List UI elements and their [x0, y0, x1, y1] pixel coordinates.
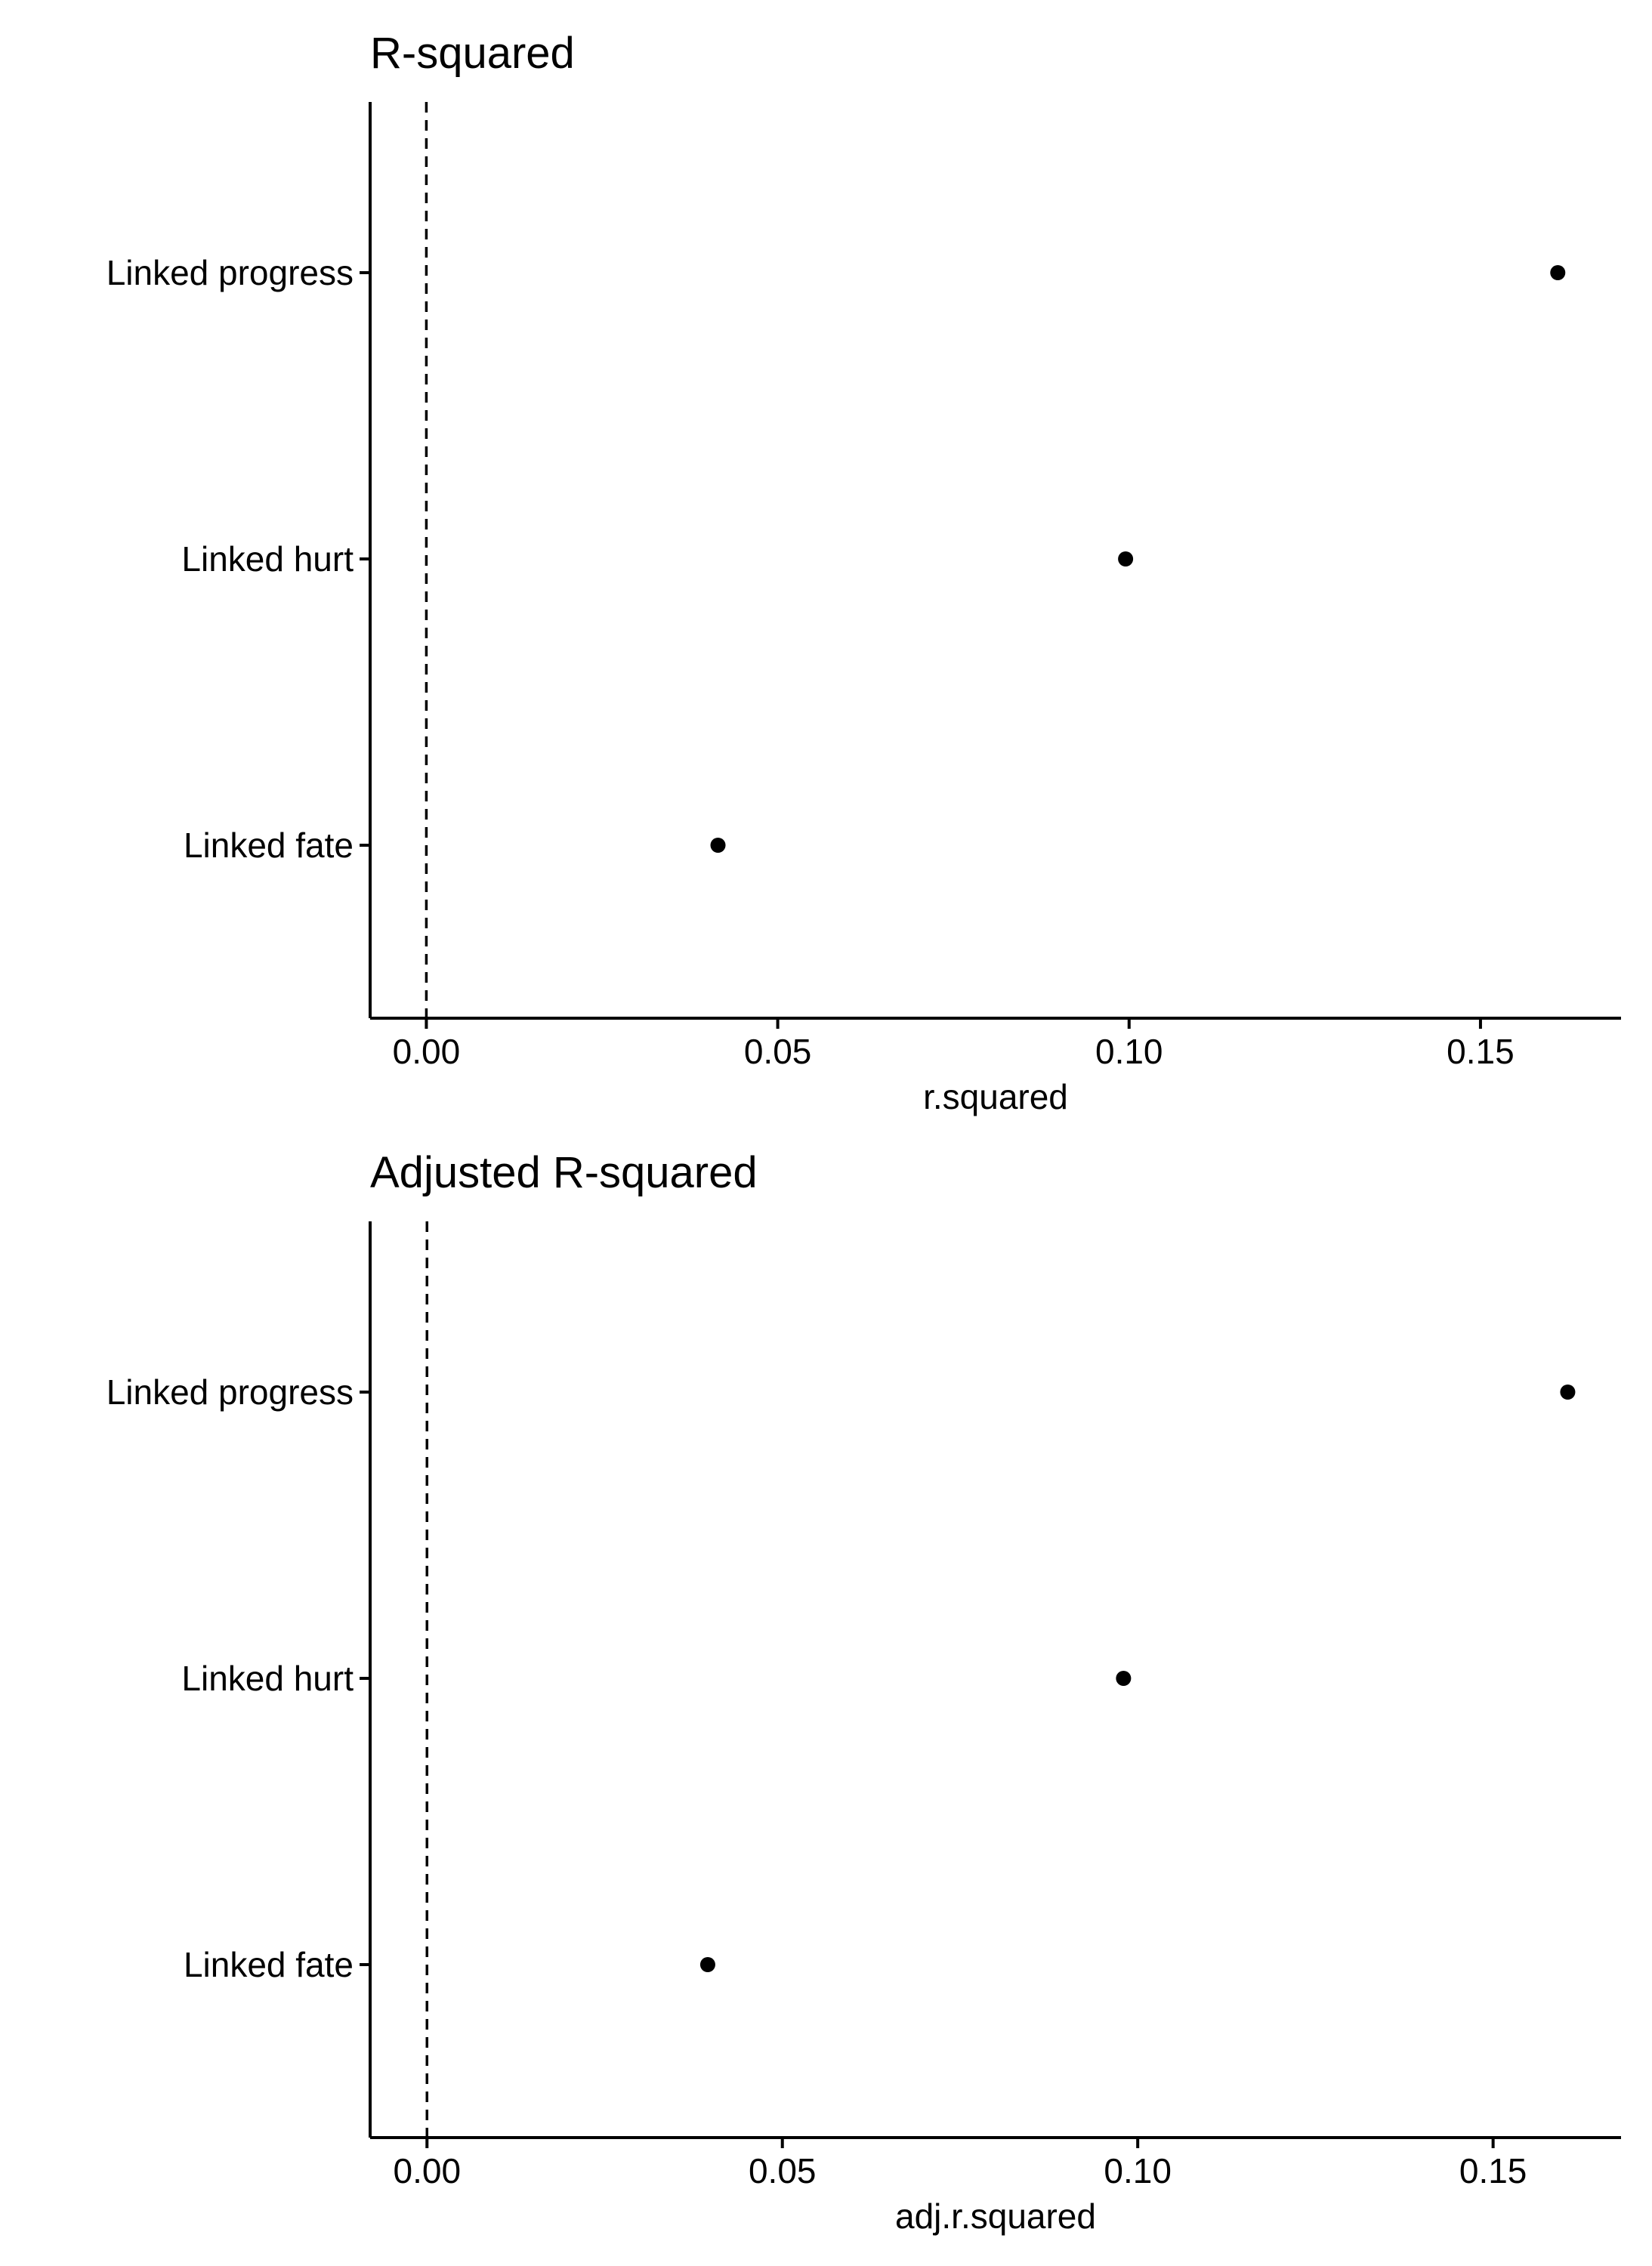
x-tick-label: 0.15	[1447, 1032, 1515, 1071]
x-tick-label: 0.10	[1104, 2151, 1172, 2190]
chart-title: Adjusted R-squared	[370, 1148, 758, 1197]
y-tick-label: Linked hurt	[181, 539, 354, 579]
x-tick-label: 0.00	[394, 2151, 462, 2190]
y-tick-label: Linked fate	[184, 826, 354, 865]
x-tick-label: 0.10	[1095, 1032, 1163, 1071]
chart-panel-2: Adjusted R-squared 0.00 0.05 0.10 0.15 adj.r.…	[107, 1148, 1621, 2236]
y-tick-label: Linked progress	[107, 253, 354, 292]
x-tick-label: 0.05	[744, 1032, 812, 1071]
data-point-linked-progress	[1550, 265, 1566, 280]
data-point-linked-fate	[710, 838, 726, 853]
y-tick-label: Linked fate	[184, 1945, 354, 1984]
x-tick-label: 0.15	[1459, 2151, 1527, 2190]
x-axis-title: r.squared	[923, 1077, 1068, 1116]
data-point-linked-hurt	[1118, 551, 1134, 566]
chart-title: R-squared	[370, 29, 575, 78]
data-point-linked-fate	[699, 1957, 715, 1972]
y-tick-label: Linked hurt	[181, 1659, 354, 1698]
x-tick-label: 0.05	[749, 2151, 817, 2190]
data-point-linked-hurt	[1116, 1671, 1132, 1686]
y-tick-label: Linked progress	[107, 1372, 354, 1412]
x-tick-label: 0.00	[393, 1032, 461, 1071]
chart-panel-1: R-squared 0.00 0.05 0.10 0.15 r.squared Linked…	[107, 29, 1621, 1116]
x-axis-title: adj.r.squared	[895, 2197, 1096, 2236]
data-point-linked-progress	[1560, 1385, 1576, 1400]
